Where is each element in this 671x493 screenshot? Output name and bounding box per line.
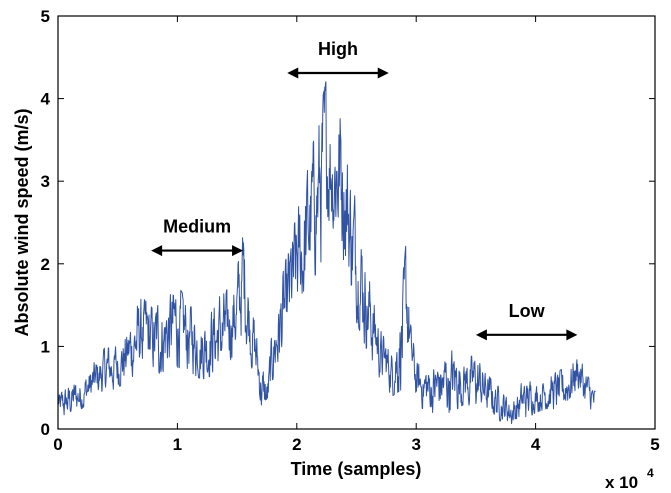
arrow-right-icon (377, 67, 389, 79)
x-tick-label: 0 (53, 435, 62, 454)
y-axis-ticks: 0 1 2 3 4 5 (41, 7, 655, 439)
y-tick-label: 4 (41, 90, 51, 109)
arrow-left-icon (287, 67, 299, 79)
plot-frame (57, 15, 656, 430)
annotation-label: High (318, 39, 358, 59)
annotation-label: Medium (163, 217, 231, 237)
annotation-high: High (287, 39, 389, 79)
plot-background (58, 16, 655, 429)
x-multiplier-label: x 10 (605, 473, 638, 492)
x-tick-label: 2 (292, 435, 301, 454)
annotation-label: Low (509, 301, 546, 321)
annotation-medium: Medium (151, 217, 244, 257)
y-tick-label: 3 (41, 172, 50, 191)
series-line (57, 81, 596, 425)
arrow-right-icon (232, 245, 244, 257)
annotation-low: Low (475, 301, 578, 341)
x-tick-label: 1 (173, 435, 182, 454)
y-tick-label: 2 (41, 255, 50, 274)
x-tick-label: 4 (531, 435, 541, 454)
x-multiplier-exponent: 4 (647, 466, 654, 480)
x-tick-label: 3 (411, 435, 420, 454)
arrow-left-icon (151, 245, 163, 257)
arrow-right-icon (566, 329, 578, 341)
y-axis-title: Absolute wind speed (m/s) (12, 108, 32, 336)
x-axis-title: Time (samples) (291, 459, 422, 479)
y-tick-label: 0 (41, 420, 50, 439)
y-tick-label: 5 (41, 7, 50, 26)
y-tick-label: 1 (41, 337, 50, 356)
x-axis-ticks: 0 1 2 3 4 5 (53, 16, 660, 454)
arrow-left-icon (475, 329, 487, 341)
annotations: Medium High Low (151, 39, 578, 341)
x-tick-label: 5 (650, 435, 659, 454)
